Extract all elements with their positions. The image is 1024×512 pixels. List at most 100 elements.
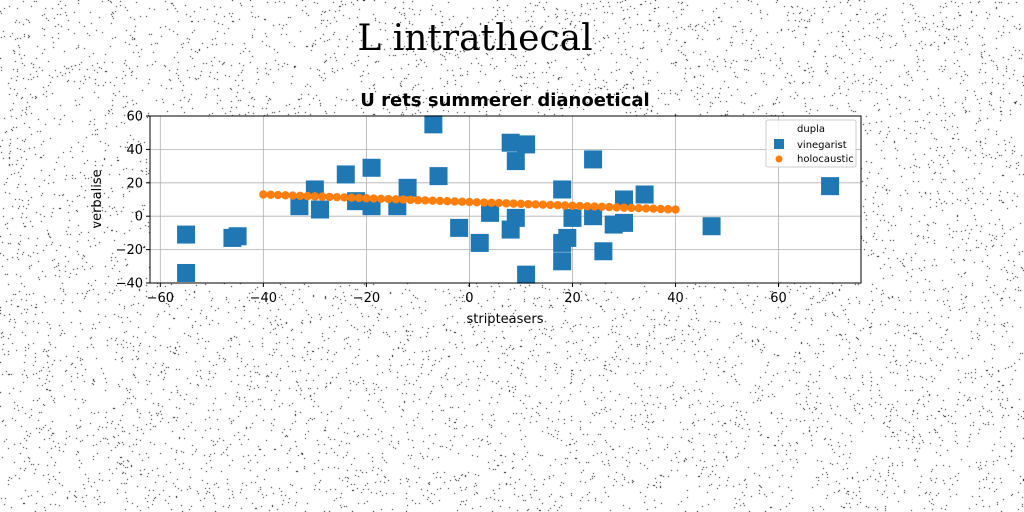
point-vinegarist	[584, 150, 603, 169]
point-holocaustic	[421, 196, 430, 205]
y-axis-label: verbalise	[90, 169, 105, 228]
x-tick-label: −20	[353, 291, 380, 306]
point-holocaustic	[288, 191, 297, 200]
point-vinegarist	[506, 152, 525, 171]
point-holocaustic	[627, 203, 636, 213]
point-holocaustic	[273, 190, 283, 200]
point-vinegarist	[501, 133, 520, 152]
point-holocaustic	[649, 204, 658, 213]
point-holocaustic	[318, 192, 327, 201]
point-holocaustic	[568, 201, 577, 210]
point-holocaustic	[413, 195, 423, 205]
y-tick-label: −40	[116, 277, 143, 292]
point-holocaustic	[435, 196, 445, 206]
point-holocaustic	[502, 199, 511, 208]
point-holocaustic	[641, 204, 651, 213]
point-holocaustic	[553, 201, 562, 210]
y-tick-label: 0	[135, 210, 143, 225]
point-holocaustic	[509, 199, 518, 208]
point-vinegarist	[517, 265, 536, 284]
point-holocaustic	[472, 198, 481, 207]
point-holocaustic	[494, 198, 504, 208]
point-holocaustic	[384, 194, 393, 204]
legend-box	[765, 119, 857, 168]
point-vinegarist	[311, 200, 330, 219]
point-holocaustic	[590, 202, 599, 211]
chart-title: U rets summerer dianoetical	[360, 90, 649, 111]
point-vinegarist	[177, 225, 196, 244]
point-vinegarist	[615, 190, 633, 209]
legend-marker-holocaustic	[775, 155, 783, 163]
point-holocaustic	[605, 202, 614, 212]
point-holocaustic	[663, 205, 673, 214]
data-points	[177, 115, 840, 284]
point-holocaustic	[428, 196, 437, 205]
y-tick-label: 40	[126, 143, 143, 158]
point-vinegarist	[563, 208, 582, 227]
point-vinegarist	[553, 252, 572, 271]
x-tick-label: 40	[667, 291, 684, 306]
point-vinegarist	[506, 208, 525, 227]
x-tick-label: −60	[147, 291, 174, 306]
point-holocaustic	[259, 190, 268, 199]
x-axis-label: stripteasers	[466, 312, 543, 327]
point-holocaustic	[391, 195, 401, 204]
point-holocaustic	[582, 202, 592, 211]
legend-title: dupla	[797, 124, 825, 135]
point-vinegarist	[177, 263, 196, 282]
y-tick-label: 20	[126, 176, 143, 191]
point-holocaustic	[266, 190, 275, 199]
point-vinegarist	[481, 203, 500, 222]
point-vinegarist	[398, 178, 417, 197]
point-holocaustic	[398, 195, 408, 204]
point-holocaustic	[347, 193, 356, 202]
legend-label-vinegarist: vinegarist	[797, 140, 847, 151]
y-tick-label: −20	[116, 243, 143, 258]
point-holocaustic	[531, 200, 540, 209]
legend: dupla vinegarist holocaustic	[765, 119, 857, 168]
point-holocaustic	[612, 203, 621, 212]
point-vinegarist	[290, 197, 309, 216]
x-tick-label: 20	[564, 291, 581, 306]
point-vinegarist	[336, 165, 355, 184]
point-holocaustic	[443, 196, 452, 206]
point-vinegarist	[558, 228, 577, 247]
plot-frame	[149, 115, 862, 284]
point-holocaustic	[597, 202, 607, 212]
point-holocaustic	[538, 200, 548, 209]
point-holocaustic	[516, 199, 526, 209]
point-vinegarist	[615, 213, 633, 232]
point-vinegarist	[584, 207, 603, 226]
point-holocaustic	[457, 197, 467, 206]
x-axis-ticks: −60 −40 −20 0 20 40 60	[147, 283, 787, 306]
page-title: L intrathecal	[357, 18, 593, 59]
point-holocaustic	[634, 203, 643, 213]
point-holocaustic	[303, 191, 312, 201]
point-vinegarist	[821, 177, 840, 196]
x-tick-label: 0	[465, 291, 473, 306]
point-holocaustic	[619, 203, 629, 212]
point-holocaustic	[465, 197, 474, 207]
point-vinegarist	[517, 135, 536, 154]
point-holocaustic	[524, 199, 533, 209]
point-holocaustic	[310, 192, 320, 201]
point-holocaustic	[546, 200, 555, 210]
point-holocaustic	[671, 205, 680, 214]
point-holocaustic	[340, 193, 349, 202]
point-holocaustic	[325, 192, 334, 202]
point-holocaustic	[362, 194, 371, 203]
point-vinegarist	[702, 217, 721, 236]
point-vinegarist	[450, 218, 469, 237]
x-tick-label: 60	[770, 291, 787, 306]
x-tick-label: −40	[250, 291, 277, 306]
point-vinegarist	[553, 180, 572, 199]
point-holocaustic	[295, 191, 305, 201]
y-tick-label: 60	[126, 110, 143, 125]
point-holocaustic	[369, 194, 378, 203]
point-holocaustic	[487, 198, 496, 208]
legend-marker-vinegarist	[774, 139, 784, 149]
point-holocaustic	[560, 201, 570, 210]
point-vinegarist	[470, 233, 489, 252]
point-vinegarist	[228, 227, 247, 246]
